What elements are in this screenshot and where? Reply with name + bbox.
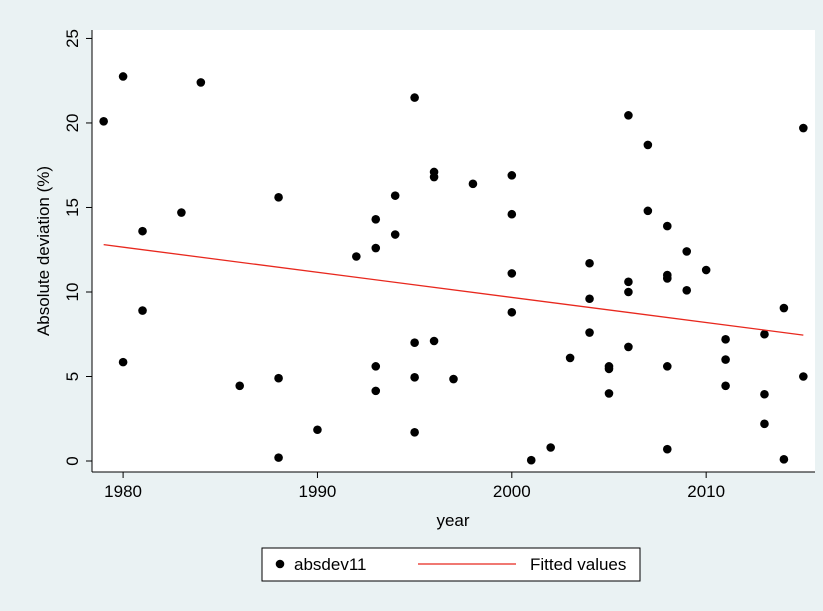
data-point <box>507 171 517 180</box>
data-point <box>662 444 672 454</box>
data-point <box>624 342 633 352</box>
data-point <box>371 215 381 224</box>
legend-label: Fitted values <box>530 555 626 574</box>
data-point <box>565 353 575 363</box>
data-point <box>371 386 381 396</box>
data-point <box>410 338 419 347</box>
y-axis-label: Absolute deviation (%) <box>34 166 53 336</box>
data-point <box>429 336 439 346</box>
data-point <box>585 258 594 268</box>
legend-symbol <box>275 559 285 569</box>
y-tick-label: 10 <box>63 283 82 302</box>
data-point <box>624 277 633 287</box>
x-tick-label: 1990 <box>299 482 337 501</box>
data-point <box>468 179 478 189</box>
data-point <box>760 389 769 399</box>
plot-area <box>92 30 815 472</box>
data-point <box>526 455 536 465</box>
data-point <box>429 172 439 182</box>
data-point <box>643 206 653 216</box>
data-point <box>313 425 322 435</box>
data-point <box>662 274 672 283</box>
y-tick-label: 20 <box>63 114 82 133</box>
y-tick-label: 0 <box>63 456 82 465</box>
data-point <box>721 355 730 364</box>
data-point <box>585 294 594 304</box>
data-point <box>138 306 147 315</box>
data-point <box>390 230 400 239</box>
data-point <box>760 419 769 429</box>
data-point <box>410 427 419 437</box>
x-tick-label: 2000 <box>493 482 531 501</box>
data-point <box>410 93 419 102</box>
data-point <box>235 381 245 391</box>
data-point <box>507 269 517 278</box>
data-point <box>177 208 186 217</box>
data-point <box>779 455 789 464</box>
data-point <box>701 265 711 275</box>
data-point <box>662 221 672 231</box>
data-point <box>371 243 381 253</box>
data-point <box>546 443 555 452</box>
data-point <box>196 78 206 87</box>
data-point <box>118 357 128 367</box>
data-point <box>371 362 381 371</box>
y-tick-label: 5 <box>63 372 82 381</box>
x-tick-label: 1980 <box>104 482 142 501</box>
data-point <box>624 111 633 120</box>
data-point <box>585 328 594 337</box>
data-point <box>799 372 808 381</box>
data-point <box>507 307 517 317</box>
data-point <box>99 116 108 126</box>
data-point <box>274 193 283 202</box>
data-point <box>274 453 283 462</box>
data-point <box>624 287 633 297</box>
data-point <box>507 209 517 219</box>
data-point <box>779 303 789 313</box>
y-tick-label: 15 <box>63 198 82 217</box>
data-point <box>799 123 808 133</box>
x-axis-label: year <box>436 511 469 530</box>
data-point <box>118 72 128 81</box>
data-point <box>643 140 653 150</box>
data-point <box>760 329 769 339</box>
data-point <box>682 285 692 295</box>
fitted-line <box>103 244 804 336</box>
data-point <box>449 374 458 384</box>
data-point <box>410 373 419 382</box>
data-point <box>604 364 614 374</box>
data-point <box>274 373 283 383</box>
x-tick-label: 2010 <box>687 482 725 501</box>
data-point <box>721 381 730 391</box>
y-tick-label: 25 <box>63 29 82 48</box>
data-point <box>352 252 361 261</box>
data-point <box>662 362 672 371</box>
data-point <box>390 191 400 200</box>
data-point <box>721 335 730 344</box>
data-point <box>682 247 692 256</box>
data-point <box>138 226 147 236</box>
data-point <box>604 389 614 398</box>
legend-label: absdev11 <box>294 555 366 574</box>
